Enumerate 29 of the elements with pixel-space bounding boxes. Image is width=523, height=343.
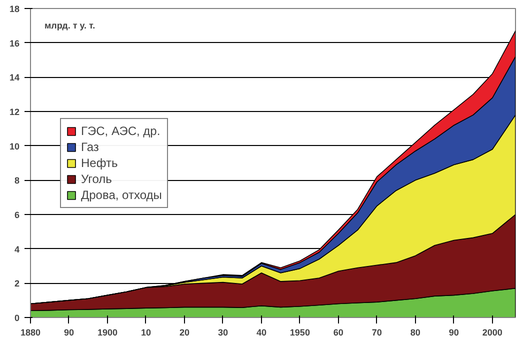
x-tick-label: 20: [179, 328, 190, 338]
x-tick-label: 40: [256, 328, 266, 338]
y-tick-label: 8: [14, 176, 20, 186]
legend-label: Дрова, отходы: [81, 188, 162, 202]
y-tick-label: 4: [14, 244, 20, 254]
legend-label: Газ: [81, 140, 100, 154]
x-tick-label: 80: [410, 328, 420, 338]
y-tick-label: 12: [9, 107, 20, 117]
x-tick-label: 30: [218, 328, 228, 338]
legend-label: Уголь: [81, 172, 112, 186]
y-tick-label: 2: [14, 278, 20, 289]
x-tick-label: 70: [372, 328, 382, 338]
y-tick-label: 0: [14, 313, 20, 323]
legend-label: ГЭС, АЭС, др.: [81, 124, 160, 138]
x-tick-label: 1950: [290, 328, 310, 338]
x-tick-label: 2000: [482, 328, 502, 338]
y-axis-title: млрд. т у. т.: [44, 20, 96, 30]
x-tick-label: 1900: [97, 328, 118, 338]
legend-label: Нефть: [81, 156, 118, 170]
y-tick-label: 14: [9, 72, 20, 83]
x-tick-label: 90: [64, 328, 74, 338]
y-tick-label: 6: [14, 210, 20, 220]
y-tick-label: 10: [9, 141, 20, 152]
x-tick-label: 90: [448, 328, 459, 338]
y-tick-label: 18: [9, 4, 20, 14]
x-tick-label: 1880: [20, 328, 41, 338]
x-tick-label: 10: [140, 328, 151, 338]
y-tick-label: 16: [9, 38, 20, 48]
x-tick-label: 60: [333, 328, 344, 338]
